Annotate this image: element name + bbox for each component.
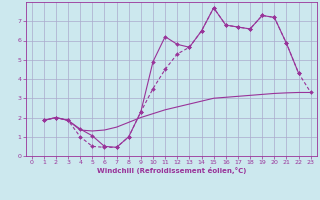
X-axis label: Windchill (Refroidissement éolien,°C): Windchill (Refroidissement éolien,°C): [97, 167, 246, 174]
